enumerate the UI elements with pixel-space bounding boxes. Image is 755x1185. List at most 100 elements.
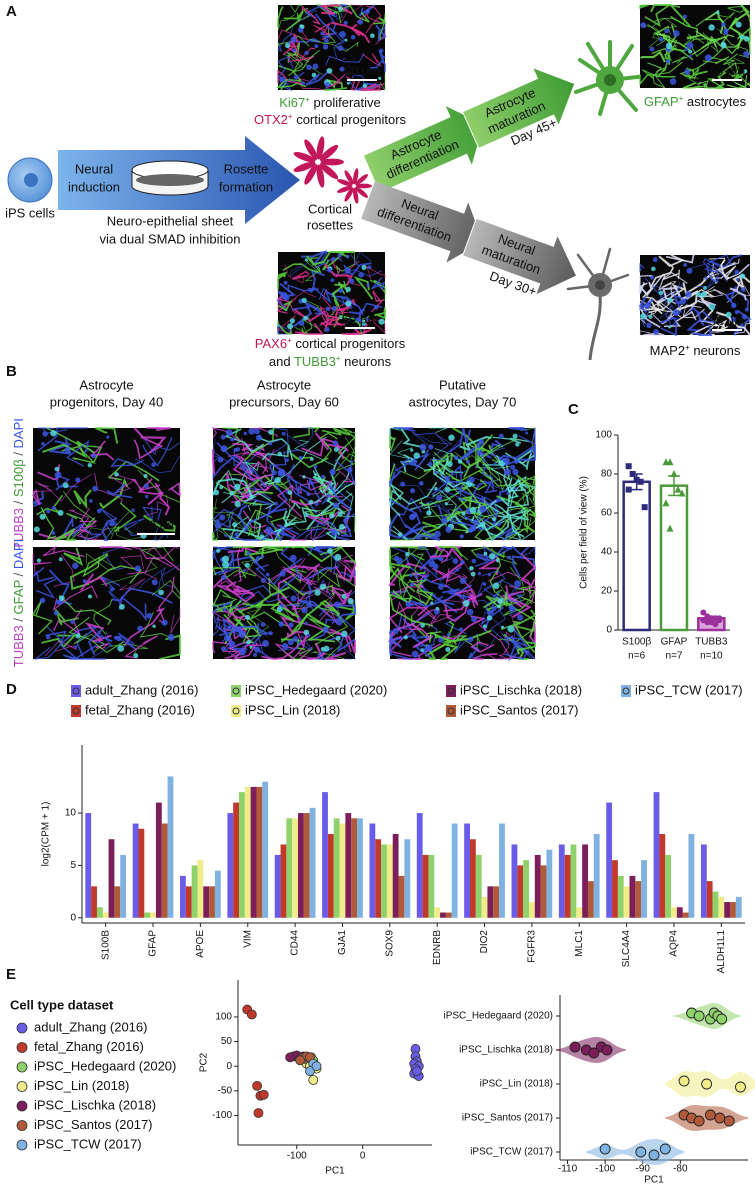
nucleus bbox=[301, 607, 308, 614]
cell-process bbox=[639, 262, 645, 273]
nucleus bbox=[145, 494, 149, 499]
micrograph bbox=[388, 426, 538, 542]
nucleus bbox=[345, 300, 352, 307]
rosette-petal bbox=[320, 158, 344, 166]
cell-process bbox=[319, 315, 346, 327]
scale-label: 50 µm bbox=[342, 311, 378, 326]
nucleus bbox=[438, 584, 444, 590]
cell-process bbox=[426, 463, 459, 494]
nucleus bbox=[462, 599, 470, 607]
cell-process bbox=[73, 489, 92, 510]
nucleus bbox=[306, 64, 312, 70]
bar bbox=[487, 886, 494, 918]
nucleus bbox=[133, 653, 139, 659]
data-point bbox=[678, 1075, 690, 1087]
cell-process bbox=[58, 594, 112, 625]
cell-process bbox=[32, 566, 55, 583]
nucleus bbox=[476, 451, 482, 456]
cell-process bbox=[444, 596, 471, 623]
bar bbox=[570, 844, 577, 918]
nucleus bbox=[281, 292, 288, 299]
nucleus bbox=[509, 606, 516, 613]
nucleus bbox=[302, 475, 306, 479]
bar bbox=[428, 854, 435, 918]
nucleus bbox=[703, 286, 707, 290]
nucleus bbox=[739, 34, 745, 40]
y-axis-title: log2(CPM + 1) bbox=[41, 802, 52, 867]
x-tick-label: ALDH1L1 bbox=[716, 930, 727, 974]
nucleus bbox=[435, 606, 440, 611]
scale-label: 50 µm bbox=[709, 63, 745, 78]
bar bbox=[445, 912, 452, 918]
cell-process bbox=[314, 257, 343, 269]
legend-label: adult_Zhang (2016) bbox=[85, 682, 198, 697]
label: progenitors, Day 40 bbox=[50, 394, 163, 409]
x-tick-label: -80 bbox=[673, 1164, 688, 1175]
bar bbox=[262, 781, 269, 918]
row-label-part: DAPI bbox=[11, 418, 26, 448]
nucleus bbox=[479, 521, 486, 528]
cell-process bbox=[483, 653, 522, 660]
nucleus bbox=[366, 316, 371, 321]
nucleus bbox=[346, 81, 350, 85]
row-label-part: TUBB3 bbox=[11, 625, 26, 667]
row-label-part: / bbox=[11, 614, 26, 625]
cell-process bbox=[691, 324, 713, 337]
cell-process bbox=[340, 513, 356, 538]
bar bbox=[233, 802, 240, 918]
nucleus bbox=[272, 470, 277, 476]
nucleus bbox=[279, 76, 286, 83]
cell-process bbox=[32, 488, 41, 506]
nucleus bbox=[54, 466, 60, 472]
bar bbox=[191, 865, 198, 918]
data-point bbox=[569, 1041, 581, 1053]
superscript: + bbox=[288, 112, 293, 121]
cell-process bbox=[528, 482, 536, 508]
data-point bbox=[252, 1080, 263, 1091]
bar bbox=[629, 875, 636, 918]
n-label: n=6 bbox=[628, 651, 645, 662]
nucleus bbox=[497, 521, 502, 526]
cell-process bbox=[212, 546, 235, 560]
cell-process bbox=[249, 607, 288, 627]
nucleus bbox=[45, 635, 51, 640]
nucleus bbox=[743, 36, 750, 42]
nucleus bbox=[327, 267, 332, 273]
cell-process bbox=[662, 33, 690, 51]
nucleus bbox=[158, 589, 164, 596]
legend-swatch bbox=[621, 685, 631, 697]
nucleus bbox=[378, 76, 382, 80]
cell-process bbox=[437, 504, 475, 524]
bar bbox=[161, 823, 168, 918]
micrograph bbox=[32, 545, 181, 660]
bar bbox=[665, 854, 672, 918]
label: Neuro-epithelial sheet bbox=[107, 213, 234, 228]
bar bbox=[185, 886, 192, 918]
nucleus bbox=[507, 625, 515, 633]
cell-process bbox=[689, 324, 726, 336]
cell-process bbox=[389, 608, 437, 639]
nucleus bbox=[242, 569, 246, 573]
data-point bbox=[246, 1009, 257, 1020]
data-point bbox=[716, 1013, 728, 1025]
cell-process bbox=[277, 299, 293, 312]
data-point bbox=[633, 476, 640, 483]
nucleus bbox=[314, 44, 319, 49]
nucleus bbox=[279, 570, 286, 577]
nucleus bbox=[334, 601, 341, 608]
label: iPS cells bbox=[5, 205, 55, 220]
nucleus bbox=[262, 640, 270, 648]
nucleus bbox=[640, 22, 647, 29]
bar bbox=[351, 818, 358, 918]
cell-process bbox=[517, 478, 537, 495]
nucleus bbox=[436, 494, 443, 502]
cell-process bbox=[505, 613, 518, 641]
nucleus bbox=[708, 24, 715, 31]
bar bbox=[481, 896, 488, 918]
nucleus bbox=[143, 473, 148, 479]
nucleus bbox=[333, 502, 340, 509]
cell-process bbox=[281, 565, 319, 574]
cell-process bbox=[131, 546, 181, 571]
nucleus bbox=[233, 447, 238, 452]
nucleus bbox=[265, 526, 273, 534]
